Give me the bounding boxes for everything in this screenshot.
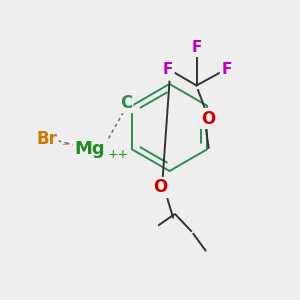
Text: F: F (163, 61, 173, 76)
Text: F: F (191, 40, 202, 56)
Text: ⁻: ⁻ (61, 142, 68, 155)
Text: O: O (153, 178, 168, 196)
Text: ++: ++ (108, 148, 129, 161)
Text: Br: Br (36, 130, 57, 148)
Text: C: C (120, 94, 133, 112)
Text: O: O (201, 110, 216, 128)
Text: F: F (221, 61, 232, 76)
Text: Mg: Mg (75, 140, 105, 158)
